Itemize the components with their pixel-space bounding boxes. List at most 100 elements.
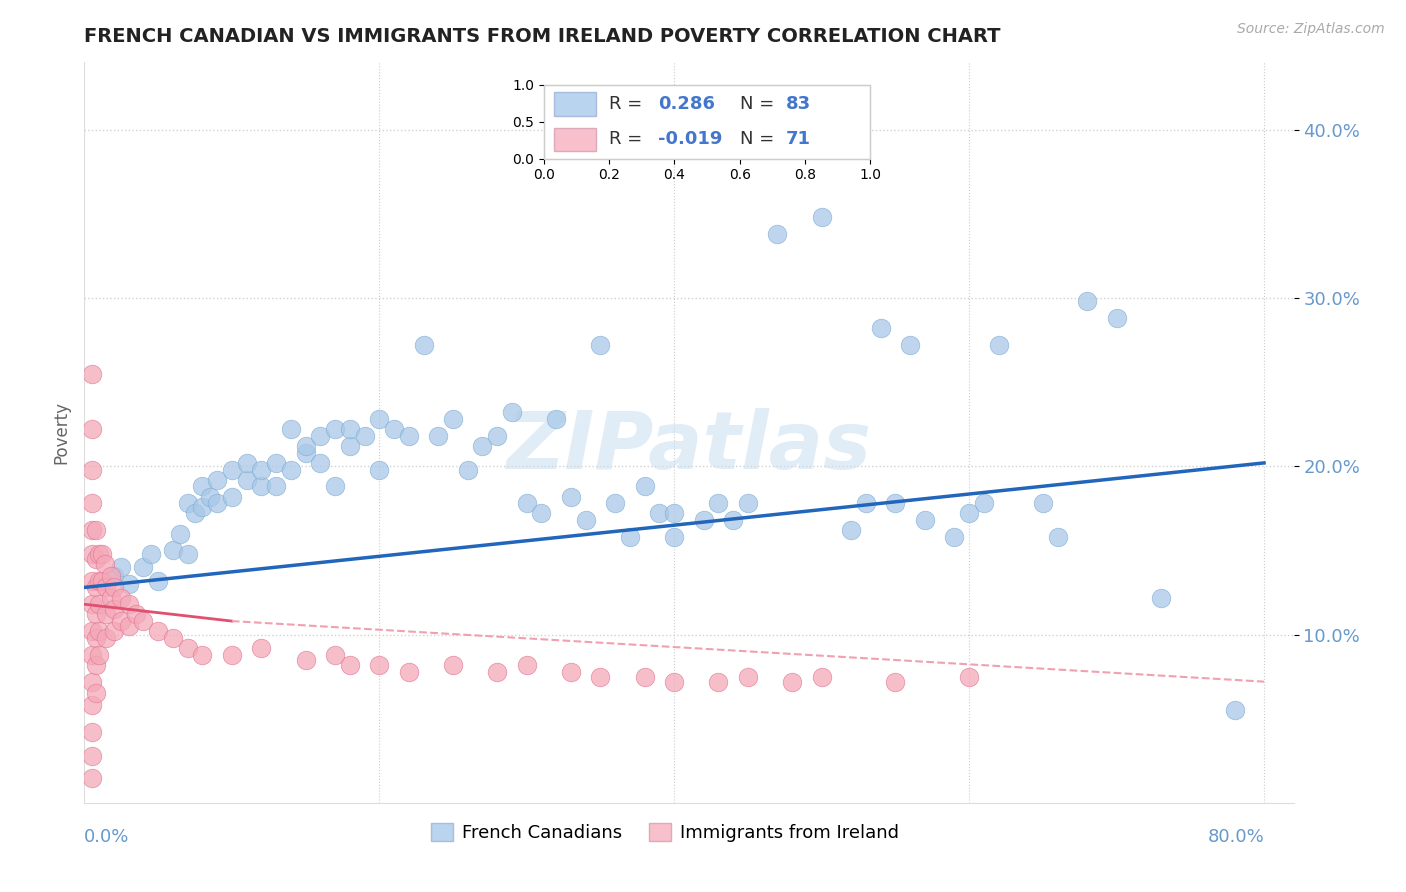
Point	[103, 581, 125, 595]
Point	[427, 429, 450, 443]
Point	[648, 507, 671, 521]
Point	[80, 523, 103, 537]
Point	[96, 607, 118, 622]
Point	[294, 446, 316, 460]
Point	[737, 670, 759, 684]
Point	[353, 429, 375, 443]
Point	[737, 496, 759, 510]
Point	[250, 640, 273, 655]
Point	[80, 547, 103, 561]
Point	[205, 473, 228, 487]
Point	[117, 619, 139, 633]
Point	[139, 547, 162, 561]
Point	[117, 597, 139, 611]
Point	[589, 670, 612, 684]
Point	[560, 665, 582, 679]
Point	[810, 211, 832, 225]
Point	[368, 657, 391, 672]
Point	[486, 665, 509, 679]
Point	[110, 614, 132, 628]
Point	[441, 412, 464, 426]
Point	[516, 496, 538, 510]
Point	[884, 496, 907, 510]
Point	[664, 507, 686, 521]
Point	[84, 581, 107, 595]
Point	[87, 547, 110, 561]
Point	[235, 473, 257, 487]
Text: Source: ZipAtlas.com: Source: ZipAtlas.com	[1237, 22, 1385, 37]
Point	[176, 496, 198, 510]
Point	[80, 624, 103, 639]
Point	[264, 456, 287, 470]
Point	[1150, 591, 1173, 605]
Point	[80, 674, 103, 689]
Point	[398, 665, 420, 679]
Point	[235, 456, 257, 470]
Point	[100, 568, 122, 582]
Point	[84, 657, 107, 672]
Point	[855, 496, 877, 510]
Point	[1223, 703, 1246, 717]
Point	[191, 500, 214, 514]
Point	[914, 513, 936, 527]
Point	[457, 462, 479, 476]
Point	[530, 507, 553, 521]
Point	[339, 657, 361, 672]
Point	[898, 338, 921, 352]
Point	[191, 479, 214, 493]
Point	[221, 462, 243, 476]
Point	[721, 513, 744, 527]
Point	[96, 631, 118, 645]
Point	[368, 412, 391, 426]
Point	[84, 686, 107, 700]
Point	[96, 581, 118, 595]
Point	[294, 439, 316, 453]
Point	[309, 456, 332, 470]
Point	[368, 462, 391, 476]
Point	[84, 551, 107, 566]
Point	[398, 429, 420, 443]
Point	[94, 557, 117, 571]
Point	[780, 674, 803, 689]
Point	[634, 479, 657, 493]
Point	[132, 560, 155, 574]
Point	[87, 597, 110, 611]
Point	[943, 530, 966, 544]
Point	[80, 422, 103, 436]
Point	[280, 462, 302, 476]
Legend: French Canadians, Immigrants from Ireland: French Canadians, Immigrants from Irelan…	[423, 815, 905, 849]
Point	[323, 422, 346, 436]
Point	[973, 496, 995, 510]
Point	[486, 429, 509, 443]
Point	[117, 577, 139, 591]
Point	[250, 462, 273, 476]
Point	[605, 496, 627, 510]
Point	[441, 657, 464, 672]
Point	[125, 607, 148, 622]
Point	[205, 496, 228, 510]
Point	[146, 574, 169, 588]
Point	[132, 614, 155, 628]
Point	[100, 591, 122, 605]
Point	[91, 547, 114, 561]
Point	[162, 631, 184, 645]
Point	[560, 490, 582, 504]
Point	[339, 439, 361, 453]
Point	[957, 507, 980, 521]
Point	[323, 479, 346, 493]
Point	[80, 698, 103, 713]
Point	[84, 607, 107, 622]
Point	[546, 412, 568, 426]
Point	[103, 624, 125, 639]
Point	[323, 648, 346, 662]
Point	[264, 479, 287, 493]
Point	[110, 560, 132, 574]
Point	[84, 523, 107, 537]
Point	[766, 227, 789, 241]
Point	[957, 670, 980, 684]
Point	[294, 653, 316, 667]
Point	[84, 631, 107, 645]
Point	[221, 648, 243, 662]
Point	[589, 338, 612, 352]
Point	[810, 670, 832, 684]
